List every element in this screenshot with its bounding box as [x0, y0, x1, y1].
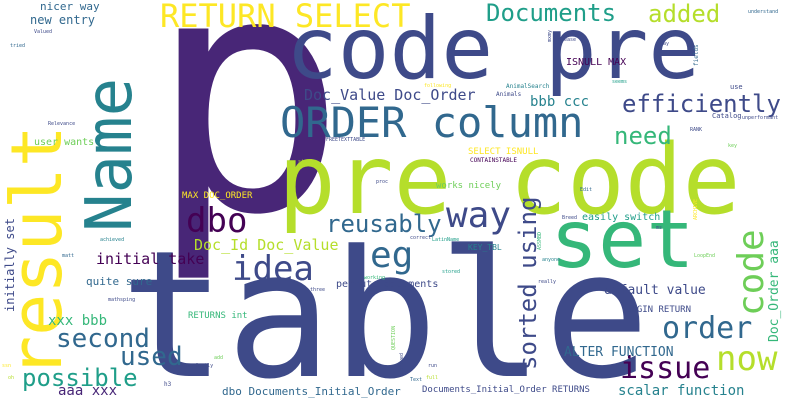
- word-eg: eg: [370, 235, 414, 276]
- word-used: used: [120, 342, 183, 372]
- word-idea: idea: [232, 249, 314, 289]
- word-sorted-using: sorted using: [514, 196, 542, 370]
- word-scalar-function: scalar function: [618, 383, 745, 399]
- word-initial-take: initial take: [96, 250, 205, 268]
- word-unperformant: unperformant: [742, 115, 779, 121]
- word-new-entry: new entry: [30, 13, 96, 27]
- word-animalsearch: AnimalSearch: [506, 83, 550, 90]
- word-quite-sure: quite sure: [86, 275, 153, 288]
- word-fields: fields: [693, 44, 700, 66]
- word-select-isnull: SELECT ISNULL: [468, 147, 539, 157]
- word-tried: tried: [10, 43, 26, 49]
- word-matt: matt: [62, 253, 75, 259]
- word-p: p: [148, 0, 347, 287]
- word-ssn: ssn: [2, 363, 12, 369]
- word-xxx-bbb: xxx bbb: [48, 313, 108, 329]
- word-mathsping: mathsping: [108, 297, 136, 303]
- word-code-vertical: code: [731, 229, 772, 316]
- word-text: Text: [410, 377, 423, 383]
- word-ms: ms: [656, 225, 663, 231]
- word-relevance: Relevance: [48, 121, 76, 127]
- word-aaa-xxx: aaa xxx: [58, 383, 118, 399]
- word-really: really: [538, 279, 557, 285]
- word-begin-return: BEGIN RETURN: [626, 305, 692, 315]
- word-now: now: [716, 339, 778, 379]
- word-code-pre: code pre: [286, 0, 701, 99]
- word-latinname: LatinName: [432, 237, 460, 243]
- word-added: added: [648, 0, 721, 28]
- word-doc-value-doc-order: Doc_Value Doc_Order: [304, 86, 476, 104]
- word-mxmy: mxmy: [547, 29, 553, 42]
- word-isnull-max: ISNULL MAX: [566, 57, 627, 68]
- word-return-select: RETURN SELECT: [160, 0, 411, 35]
- word-user-wants: user wants: [34, 137, 95, 148]
- word-order-column: ORDER column: [280, 98, 584, 147]
- word-please: please: [558, 37, 577, 43]
- word-add: add: [214, 355, 224, 361]
- word-say: say: [660, 41, 670, 47]
- word-documents-initial-order-returns: Documents_Initial_Order RETURNS: [422, 385, 590, 395]
- word-correct: correct: [410, 235, 432, 241]
- word-stored: stored: [442, 269, 461, 275]
- word-three: three: [310, 287, 326, 293]
- word-understand: understand: [748, 9, 779, 15]
- word-bbb-ccc: bbb ccc: [530, 94, 590, 110]
- word-possible: possible: [22, 364, 138, 392]
- word-dbo-documents-initial-order: dbo Documents_Initial_Order: [222, 385, 401, 398]
- word-easily-switch: easily switch: [582, 212, 661, 223]
- word-second: second: [56, 324, 150, 354]
- word-documents: Documents: [486, 0, 617, 27]
- word-single: single: [298, 159, 317, 165]
- word-full: full: [426, 375, 439, 381]
- word-working: working: [364, 275, 386, 281]
- word-works-nicely: works nicely: [436, 181, 502, 191]
- word-pre-code: pre code: [278, 124, 741, 236]
- word-h3: h3: [164, 381, 172, 388]
- word-max-doc-order: MAX DOC_ORDER: [182, 191, 253, 201]
- word-assmbd: ASSMBD: [537, 231, 543, 250]
- word-key-tbl: KEY_TBL: [468, 243, 502, 252]
- word-archive: ARCHIVE: [693, 198, 699, 220]
- word-name: Name: [73, 77, 147, 232]
- word-edit: Edit: [580, 187, 593, 193]
- word-seems: seems: [612, 79, 628, 85]
- word-set: set: [550, 193, 695, 286]
- word-achieved: achieved: [100, 237, 125, 243]
- word-perfectly: perfectly: [186, 363, 214, 369]
- word-default-value: default value: [604, 283, 706, 298]
- word-containstable: CONTAINSTABLE: [470, 157, 517, 164]
- word-dbo: dbo: [186, 201, 248, 241]
- word-efficiently: efficiently: [622, 90, 781, 118]
- word-way: way: [446, 195, 512, 236]
- word-initially-set: initially set: [3, 218, 17, 312]
- word-proc: proc: [376, 179, 389, 185]
- word-run: run: [428, 363, 438, 369]
- word-nicer-way: nicer way: [40, 0, 100, 13]
- word-issue: issue: [620, 351, 711, 386]
- word-table: table: [120, 213, 650, 400]
- word-key: key: [728, 143, 738, 149]
- word-question: QUESTION: [391, 325, 397, 350]
- word-order: order: [662, 311, 753, 346]
- word-derived: derived: [399, 352, 405, 374]
- word-animals: Animals: [496, 91, 522, 98]
- word-permute-documents: permute documents: [336, 279, 439, 290]
- word-doc-order-aaa: Doc_Order aaa: [767, 240, 782, 342]
- word-rank: RANK: [690, 127, 703, 133]
- word-use: use: [730, 83, 743, 91]
- word-catalog: Catalog: [712, 112, 742, 120]
- word-reusably: reusably: [326, 210, 442, 238]
- word-following: following: [424, 83, 452, 89]
- word-breed: Breed: [562, 215, 578, 221]
- word-freetexttable: FREETEXTTABLE: [326, 137, 366, 143]
- word-valued: Valued: [34, 29, 53, 35]
- word-anyone: anyone: [542, 257, 561, 263]
- word-returns-int: RETURNS int: [188, 311, 248, 321]
- word-need: need: [614, 122, 672, 150]
- word-doc-id-doc-value: Doc_Id Doc_Value: [194, 236, 339, 254]
- word-oh: oh: [8, 375, 15, 381]
- word-loopend: LoopEnd: [694, 253, 716, 259]
- word-alter-function: ALTER FUNCTION: [564, 345, 674, 360]
